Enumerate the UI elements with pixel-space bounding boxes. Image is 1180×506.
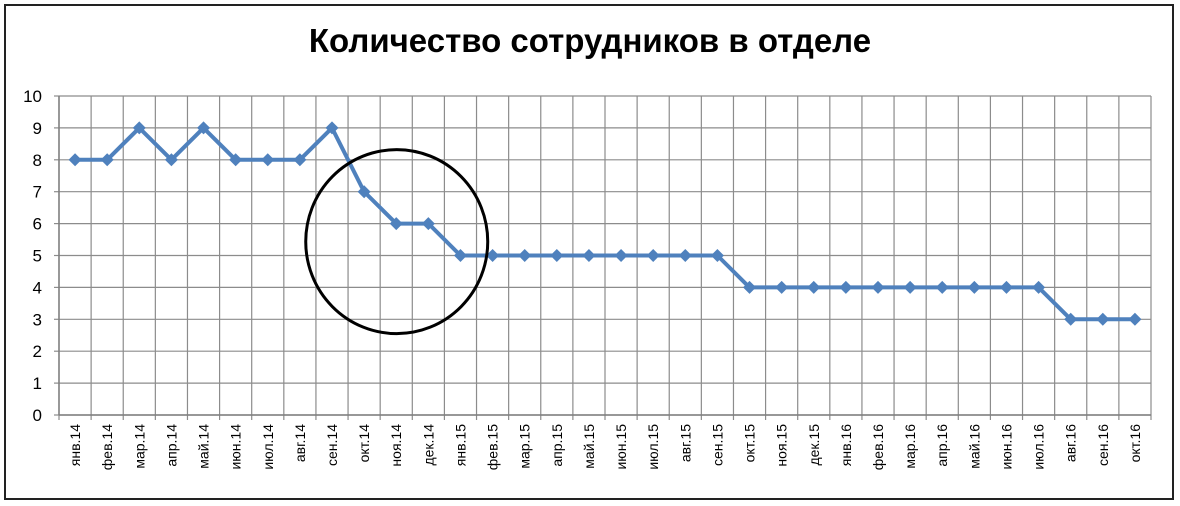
x-tick-label: май.14: [196, 424, 212, 469]
data-point-marker: [132, 121, 146, 135]
x-tick-label: июн.16: [998, 424, 1014, 470]
x-tick-label: мар.16: [902, 424, 918, 469]
series-line: [75, 125, 1135, 322]
x-tick-label: июл.16: [1031, 424, 1047, 470]
x-tick-label: авг.14: [292, 424, 308, 462]
y-tick-label: 0: [33, 406, 42, 425]
x-tick-label: мар.14: [131, 424, 147, 469]
data-point-marker: [518, 249, 532, 262]
data-point-marker: [1032, 280, 1046, 294]
y-tick-label: 9: [33, 119, 42, 138]
data-point-marker: [1096, 312, 1110, 326]
data-point-marker: [999, 280, 1013, 294]
data-point-marker: [229, 153, 243, 167]
x-tick-label: май.16: [966, 424, 982, 469]
x-tick-label: июн.15: [613, 424, 629, 470]
x-tick-label: янв.16: [838, 424, 854, 466]
x-tick-label: ноя.14: [388, 424, 404, 467]
data-point-marker: [775, 280, 789, 294]
data-point-marker: [582, 249, 596, 262]
data-point-marker: [871, 280, 885, 294]
chart-title: Количество сотрудников в отделе: [308, 22, 872, 59]
x-tick-label: фев.16: [870, 424, 886, 470]
x-tick-label: июл.14: [260, 424, 276, 470]
data-point-marker: [100, 153, 114, 167]
x-tick-label: мар.15: [517, 424, 533, 469]
x-tick-label: апр.15: [549, 424, 565, 467]
y-tick-label: 2: [33, 342, 42, 361]
data-point-marker: [486, 249, 500, 262]
y-tick-label: 3: [33, 310, 42, 329]
data-point-marker: [453, 249, 467, 262]
x-tick-label: дек.14: [420, 424, 436, 466]
x-tick-label: сен.14: [324, 424, 340, 466]
data-point-marker: [325, 121, 339, 135]
y-tick-label: 10: [23, 87, 42, 106]
data-point-marker: [646, 249, 660, 262]
data-point-marker: [389, 217, 403, 231]
data-point-marker: [164, 153, 178, 167]
x-tick-label: фев.15: [485, 424, 501, 470]
data-point-marker: [261, 153, 275, 167]
y-tick-label: 5: [33, 247, 42, 266]
y-tick-labels: 0 1 2 3 4 5 6 7 8 9 10: [23, 87, 42, 425]
data-point-marker: [357, 185, 371, 199]
x-tick-label: июн.14: [228, 424, 244, 470]
data-point-marker: [1128, 312, 1142, 326]
x-tick-label: ноя.15: [774, 424, 790, 467]
x-tick-label: янв.14: [67, 424, 83, 466]
data-point-marker: [935, 280, 949, 294]
x-tick-label: апр.16: [934, 424, 950, 467]
y-tick-label: 6: [33, 215, 42, 234]
x-tick-label: дек.15: [806, 424, 822, 466]
x-tick-label: янв.15: [452, 424, 468, 466]
x-tick-label: окт.15: [742, 424, 758, 463]
series-path: [75, 125, 1135, 322]
data-point-marker: [293, 153, 307, 167]
y-tick-label: 8: [33, 151, 42, 170]
data-point-marker: [550, 249, 564, 262]
x-tick-label: сен.15: [709, 424, 725, 466]
x-tick-label: сен.16: [1095, 424, 1111, 466]
x-tick-labels: янв.14 фев.14 мар.14 апр.14 май.14 июн.14 июл.…: [67, 424, 1143, 470]
x-tick-label: апр.14: [163, 424, 179, 467]
annotation-layer: [304, 148, 490, 336]
x-tick-label: фев.14: [99, 424, 115, 470]
data-point-marker: [807, 280, 821, 294]
data-points: [68, 121, 1142, 326]
data-point-marker: [421, 217, 435, 231]
data-point-marker: [197, 121, 211, 135]
x-tick-label: окт.14: [356, 424, 372, 463]
data-point-marker: [903, 280, 917, 294]
y-tick-label: 1: [33, 374, 42, 393]
data-point-marker: [614, 249, 628, 262]
x-tick-label: май.15: [581, 424, 597, 469]
axes: [54, 95, 1152, 420]
x-tick-label: июл.15: [645, 424, 661, 470]
data-point-marker: [710, 249, 724, 262]
x-tick-label: окт.16: [1127, 424, 1143, 463]
x-tick-label: авг.16: [1063, 424, 1079, 462]
annotation-circle: [304, 148, 490, 336]
data-point-marker: [68, 153, 82, 167]
x-tick-label: авг.15: [677, 424, 693, 462]
data-point-marker: [967, 280, 981, 294]
y-tick-label: 7: [33, 183, 42, 202]
data-point-marker: [839, 280, 853, 294]
data-point-marker: [743, 280, 757, 294]
data-point-marker: [678, 249, 692, 262]
data-point-marker: [1064, 312, 1078, 326]
y-tick-label: 4: [33, 278, 42, 297]
